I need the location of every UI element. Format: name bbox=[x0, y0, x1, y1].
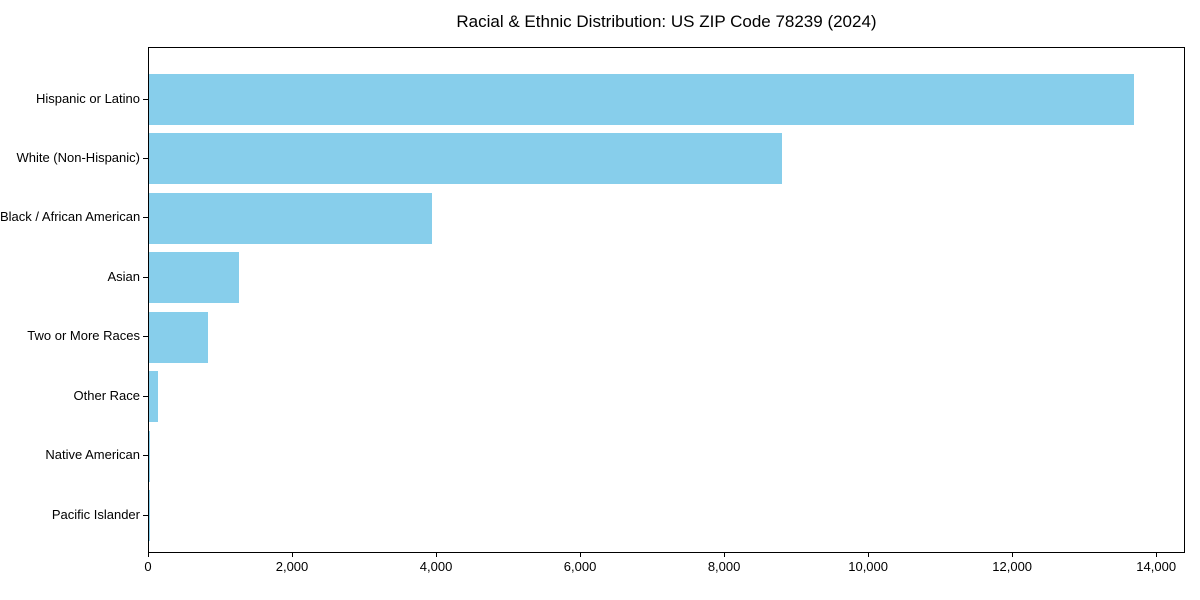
x-tick-label: 2,000 bbox=[275, 559, 309, 574]
x-tick-label: 8,000 bbox=[707, 559, 741, 574]
y-tick-mark bbox=[143, 276, 148, 278]
y-axis-label: Two or More Races bbox=[27, 328, 140, 344]
y-tick-mark bbox=[143, 217, 148, 219]
y-axis-label: White (Non-Hispanic) bbox=[16, 149, 140, 165]
x-tick-mark bbox=[1156, 553, 1158, 557]
y-tick-mark bbox=[143, 514, 148, 516]
bar-two-or-more-races bbox=[149, 311, 208, 363]
bar-hispanic-or-latino bbox=[149, 74, 1135, 125]
x-tick-mark bbox=[580, 553, 582, 557]
x-tick-label: 14,000 bbox=[1136, 559, 1177, 574]
x-tick-mark bbox=[148, 553, 149, 557]
y-axis-label: Native American bbox=[45, 447, 140, 463]
x-tick-label: 12,000 bbox=[992, 559, 1033, 574]
chart-title: Racial & Ethnic Distribution: US ZIP Cod… bbox=[456, 12, 877, 31]
bar-other-race bbox=[149, 371, 158, 423]
x-tick-label: 4,000 bbox=[419, 559, 453, 574]
y-tick-mark bbox=[143, 455, 148, 457]
x-tick-label: 10,000 bbox=[848, 559, 888, 574]
y-axis-label: Black / African American bbox=[0, 209, 141, 225]
bar-black-african-american bbox=[149, 192, 433, 244]
bar-native-american bbox=[149, 430, 151, 482]
y-tick-mark bbox=[143, 157, 148, 159]
y-axis-label: Other Race bbox=[73, 387, 140, 403]
plot-area bbox=[148, 47, 1185, 553]
y-axis-label: Hispanic or Latino bbox=[35, 90, 140, 106]
x-tick-mark bbox=[292, 553, 294, 557]
y-tick-mark bbox=[143, 336, 148, 338]
x-tick-mark bbox=[724, 553, 726, 557]
x-tick-mark bbox=[868, 553, 870, 557]
bar-white-non-hispanic bbox=[149, 133, 783, 185]
x-tick-label: 6,000 bbox=[563, 559, 597, 574]
bar-pacific-islander bbox=[149, 490, 150, 541]
x-tick-mark bbox=[1012, 553, 1014, 557]
y-tick-mark bbox=[143, 98, 148, 100]
y-axis-label: Asian bbox=[107, 268, 140, 284]
x-tick-label: 0 bbox=[144, 559, 152, 574]
y-tick-mark bbox=[143, 395, 148, 397]
x-tick-mark bbox=[436, 553, 438, 557]
y-axis-label: Pacific Islander bbox=[51, 506, 140, 522]
bar-asian bbox=[149, 252, 239, 304]
